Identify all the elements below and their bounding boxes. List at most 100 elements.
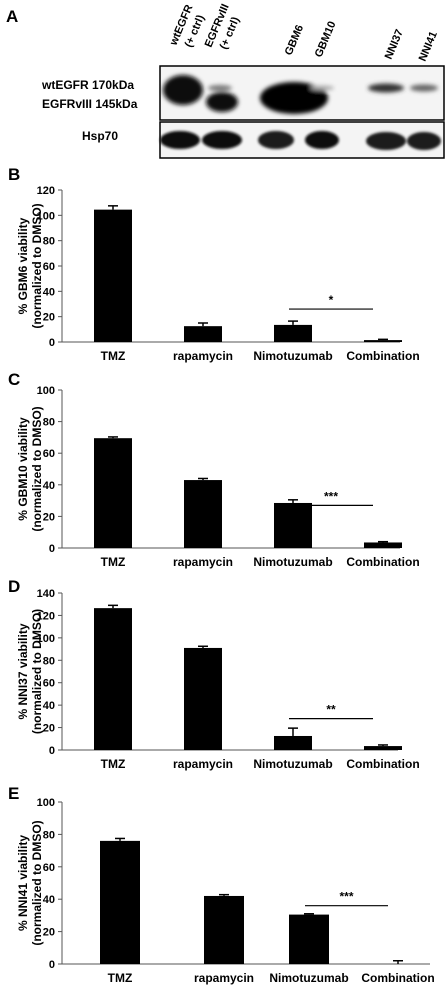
hsp70-band-6 <box>407 132 441 150</box>
hsp70-band-4 <box>305 131 339 149</box>
band-nni37 <box>368 84 404 93</box>
y-axis-label-line: % NNI41 viability <box>16 835 30 931</box>
bar <box>289 915 329 964</box>
bar <box>364 746 402 750</box>
bar <box>184 326 222 342</box>
y-axis-label-line: % NNI37 viability <box>16 623 30 719</box>
category-label: TMZ <box>101 757 126 771</box>
panel-c-label: C <box>8 370 20 389</box>
band-egfrviii-upper <box>208 85 232 91</box>
bar <box>94 438 132 548</box>
panel-b-label: B <box>8 165 20 184</box>
chart-panel-c: 0 20 40 60 80 100 % GBM10 viability(normalized… <box>16 385 420 569</box>
y-tick-label: 0 <box>49 543 55 555</box>
y-tick-label: 40 <box>43 700 55 712</box>
lane-label-gbm6: GBM6 <box>283 23 306 57</box>
y-tick-label: 0 <box>49 959 55 971</box>
lane-label-nni41: NNI41 <box>417 30 440 63</box>
y-tick-label: 20 <box>43 312 55 324</box>
y-axis-label: % GBM6 viability(normalized to DMSO) <box>16 203 44 328</box>
bar <box>274 325 312 342</box>
bar <box>94 608 132 750</box>
y-axis-label-line: (normalized to DMSO) <box>30 406 44 531</box>
category-label: Combination <box>346 555 419 569</box>
y-tick-label: 20 <box>43 723 55 735</box>
category-label: TMZ <box>101 555 126 569</box>
bar <box>184 480 222 548</box>
band-nni41 <box>410 85 438 92</box>
y-tick-label: 100 <box>37 385 55 397</box>
y-tick-label: 40 <box>43 286 55 298</box>
category-label: TMZ <box>108 971 133 985</box>
y-axis-label-line: (normalized to DMSO) <box>30 820 44 945</box>
y-axis-label-line: (normalized to DMSO) <box>30 609 44 734</box>
hsp70-band-1 <box>160 131 200 149</box>
category-label: Combination <box>346 757 419 771</box>
y-tick-label: 60 <box>43 862 55 874</box>
bar <box>364 542 402 548</box>
hsp70-band-5 <box>366 132 406 150</box>
bar <box>184 648 222 750</box>
significance-label: *** <box>339 890 353 904</box>
lane-label-nni37: NNI37 <box>383 28 406 61</box>
bar <box>274 736 312 750</box>
significance-label: *** <box>324 489 338 503</box>
y-axis-label-line: (normalized to DMSO) <box>30 203 44 328</box>
panel-e-label: E <box>8 784 19 803</box>
chart-panel-d: 0 20 40 60 80 100 120 140 % NNI37 viability(norm… <box>16 588 420 771</box>
y-tick-label: 60 <box>43 448 55 460</box>
y-tick-label: 60 <box>43 678 55 690</box>
category-label: Combination <box>361 971 434 985</box>
y-tick-label: 40 <box>43 480 55 492</box>
y-axis-label: % GBM10 viability(normalized to DMSO) <box>16 406 44 531</box>
lane-labels: wtEGFR (+ ctrl) EGFRvIII (+ ctrl) GBM6 G… <box>167 2 440 63</box>
chart-panel-e: 0 20 40 60 80 100 % NNI41 viability(normalized… <box>16 797 435 985</box>
panel-a-label: A <box>6 7 18 26</box>
y-axis-label-line: % GBM6 viability <box>16 217 30 314</box>
bar <box>274 503 312 548</box>
lane-label-gbm10: GBM10 <box>313 20 339 60</box>
bar <box>100 841 140 964</box>
y-tick-label: 0 <box>49 745 55 757</box>
hsp70-band-3 <box>258 131 294 149</box>
category-label: Nimotuzumab <box>253 349 332 363</box>
y-tick-label: 0 <box>49 337 55 349</box>
category-label: Nimotuzumab <box>253 757 332 771</box>
category-label: rapamycin <box>173 349 233 363</box>
hsp70-band-2 <box>202 131 242 149</box>
bar <box>94 210 132 342</box>
band-wtegfr-ctrl <box>163 75 203 105</box>
y-tick-label: 60 <box>43 261 55 273</box>
egfr-blot <box>160 66 444 120</box>
category-label: rapamycin <box>173 555 233 569</box>
category-label: Combination <box>346 349 419 363</box>
y-tick-label: 120 <box>37 185 55 197</box>
band-label-egfrviii: EGFRvIII 145kDa <box>42 97 138 111</box>
bar <box>364 340 402 342</box>
y-tick-label: 20 <box>43 927 55 939</box>
bar <box>204 896 244 964</box>
category-label: rapamycin <box>173 757 233 771</box>
chart-panel-b: 0 20 40 60 80 100 120 % GBM6 viability(normaliz… <box>16 185 420 363</box>
y-tick-label: 80 <box>43 655 55 667</box>
y-tick-label: 100 <box>37 797 55 809</box>
y-tick-label: 20 <box>43 511 55 523</box>
band-label-wtegfr: wtEGFR 170kDa <box>41 78 134 92</box>
category-label: rapamycin <box>194 971 254 985</box>
y-tick-label: 140 <box>37 588 55 600</box>
category-label: TMZ <box>101 349 126 363</box>
category-label: Nimotuzumab <box>269 971 348 985</box>
hsp70-blot <box>160 122 444 158</box>
significance-label: * <box>329 293 334 307</box>
band-gbm10 <box>310 86 334 91</box>
significance-label: ** <box>326 703 336 717</box>
y-tick-label: 80 <box>43 417 55 429</box>
y-axis-label: % NNI37 viability(normalized to DMSO) <box>16 609 44 734</box>
band-label-hsp70: Hsp70 <box>82 129 118 143</box>
y-axis-label: % NNI41 viability(normalized to DMSO) <box>16 820 44 945</box>
band-egfrviii-ctrl <box>206 92 238 112</box>
y-tick-label: 80 <box>43 829 55 841</box>
panel-d-label: D <box>8 577 20 596</box>
y-tick-label: 40 <box>43 894 55 906</box>
